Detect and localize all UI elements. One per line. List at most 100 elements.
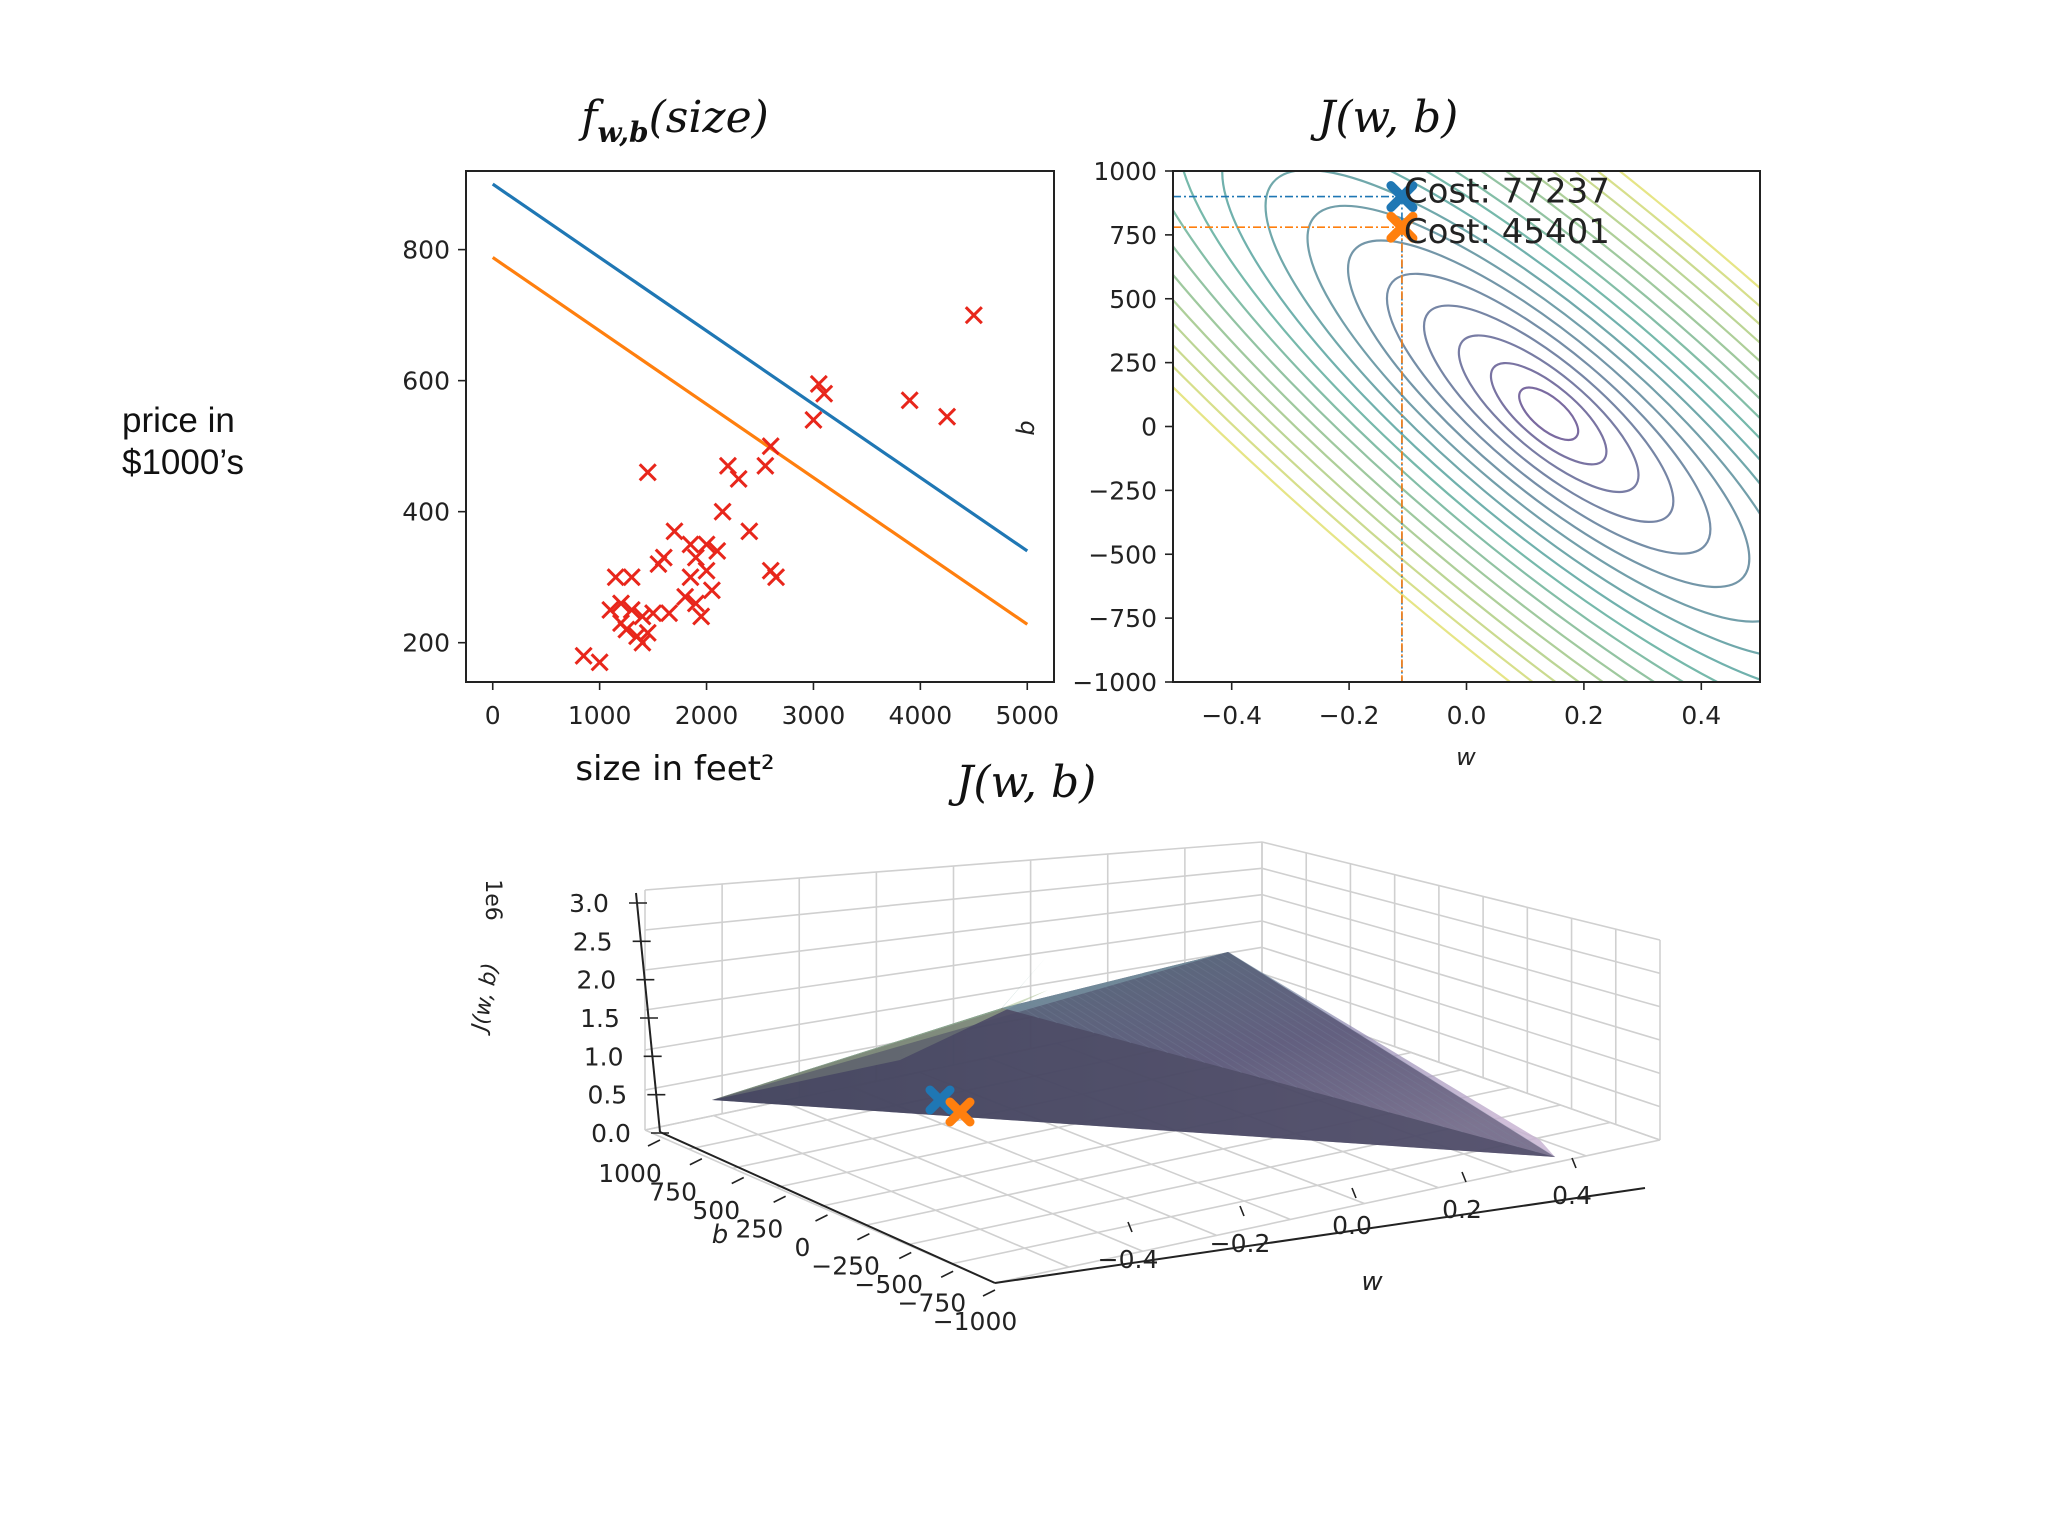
b-tick-mark: [940, 1270, 954, 1278]
data-point: [606, 568, 625, 587]
data-point: [708, 541, 727, 561]
right-y-axis-label: b: [1012, 420, 1040, 435]
surface-parameter-marker: [925, 1085, 955, 1115]
left-title-arg: (size): [649, 92, 769, 143]
contour-line: [1422, 304, 1675, 524]
b-tick-label: −750: [898, 1289, 967, 1318]
data-point: [574, 646, 593, 665]
z-tick-label: 1.5: [580, 1004, 620, 1033]
y-tick-label: 500: [1109, 285, 1157, 314]
w-tick-mark: [1127, 1221, 1133, 1233]
left-x-axis-label: size in feet²: [575, 749, 774, 789]
b-tick-mark: [731, 1176, 745, 1185]
data-point: [644, 604, 663, 623]
x-tick-label: −0.4: [1201, 701, 1262, 730]
data-point: [611, 594, 631, 613]
data-point: [900, 391, 919, 410]
data-point: [622, 568, 641, 587]
data-point: [633, 633, 652, 652]
cost-annotation: Cost: 45401: [1404, 212, 1610, 252]
x-tick-label: 3000: [782, 701, 846, 730]
contour-line: [1518, 386, 1580, 442]
surface-b-axis-label: b: [712, 1220, 729, 1250]
contour-line: [1173, 171, 1760, 682]
w-tick-mark: [1571, 1157, 1577, 1169]
surface-mesh: [1009, 951, 1556, 1158]
y-tick-label: −250: [1088, 476, 1157, 505]
cost-surface-3d-plot: J(w, b) 3.0 2.5 2.0 1.5 1.0 0.5 0.0 1000750500…: [467, 757, 1661, 1336]
data-point: [665, 522, 684, 541]
left-plot-frame: [465, 170, 1055, 683]
w-tick-mark: [1239, 1205, 1245, 1217]
y-tick-label: 400: [402, 498, 450, 527]
surface-3d-axes: [635, 892, 1646, 1284]
y-axis-side-label: price in $1000’s: [122, 400, 244, 484]
b-tick-mark: [982, 1289, 996, 1297]
data-point: [718, 456, 737, 475]
x-tick-label: 5000: [995, 701, 1059, 730]
y-tick-label: 1000: [1093, 157, 1157, 186]
b-tick-label: 750: [649, 1178, 697, 1207]
contour-line: [1346, 239, 1751, 589]
z-tick-label: 0.5: [587, 1081, 627, 1110]
contour-line: [1306, 204, 1760, 623]
data-point: [756, 456, 775, 475]
y-tick-label: 750: [1109, 221, 1157, 250]
data-point: [804, 410, 823, 430]
contour-line: [1173, 171, 1760, 682]
data-point: [697, 535, 716, 554]
x-tick-label: −0.2: [1319, 701, 1380, 730]
data-point: [964, 306, 983, 325]
data-point: [761, 437, 780, 456]
y-tick-label: 0: [1141, 413, 1157, 442]
data-point: [617, 620, 636, 639]
cost-contour-plot: J(w, b) −0.4 −0.2 0.0 0.2 0.4 1000 750 500 250 0…: [1012, 92, 1761, 771]
w-tick-mark: [1461, 1171, 1467, 1183]
right-chart-title: J(w, b): [1310, 92, 1459, 143]
right-x-axis-label: w: [1456, 743, 1476, 771]
contour-line: [1173, 171, 1760, 682]
side-label-line1: price in: [122, 401, 235, 440]
y-tick-label: −750: [1088, 604, 1157, 633]
b-tick-mark: [647, 1139, 661, 1147]
contour-line: [1221, 171, 1760, 682]
data-point: [686, 594, 705, 613]
left-title-sub: w,b: [597, 116, 648, 149]
data-point: [660, 604, 679, 623]
data-point: [713, 502, 732, 521]
x-tick-label: 4000: [889, 701, 953, 730]
cost-annotation: Cost: 77237: [1404, 172, 1610, 212]
y-tick-label: −500: [1088, 540, 1157, 569]
surface-z-axis-label: J(w, b): [467, 961, 504, 1036]
x-tick-label: 0.4: [1681, 701, 1721, 730]
contour-line: [1489, 361, 1608, 466]
data-point: [729, 469, 748, 488]
surface-z-scale-label: 1e6: [480, 879, 505, 921]
b-tick-label: −500: [854, 1270, 923, 1299]
contour-line: [1173, 171, 1760, 682]
regression-line-1: [491, 182, 1029, 553]
y-tick-label: −1000: [1072, 668, 1157, 697]
data-point: [638, 463, 657, 482]
b-tick-mark: [773, 1195, 786, 1203]
b-tick-mark: [689, 1158, 703, 1166]
b-tick-label: 500: [692, 1196, 740, 1225]
b-tick-label: −250: [811, 1252, 880, 1281]
price-vs-size-plot: fw,b(size) 0 1000 2000 3000 4000 5000 200 400 6…: [402, 92, 1059, 789]
w-tick-label: 0.4: [1552, 1181, 1592, 1210]
x-tick-label: 0: [485, 701, 501, 730]
z-tick-label: 1.0: [584, 1042, 624, 1071]
data-point: [692, 607, 711, 626]
x-tick-label: 0.0: [1447, 701, 1487, 730]
contour-line: [1173, 171, 1760, 682]
b-tick-label: 1000: [598, 1159, 662, 1188]
contour-line: [1173, 171, 1760, 682]
w-tick-label: −0.2: [1210, 1229, 1271, 1258]
w-tick-label: −0.4: [1098, 1245, 1159, 1274]
data-point: [809, 374, 828, 393]
w-tick-label: 0.0: [1332, 1211, 1372, 1240]
parameter-marker: [1386, 181, 1418, 213]
x-tick-label: 2000: [675, 701, 739, 730]
data-point: [676, 587, 695, 606]
